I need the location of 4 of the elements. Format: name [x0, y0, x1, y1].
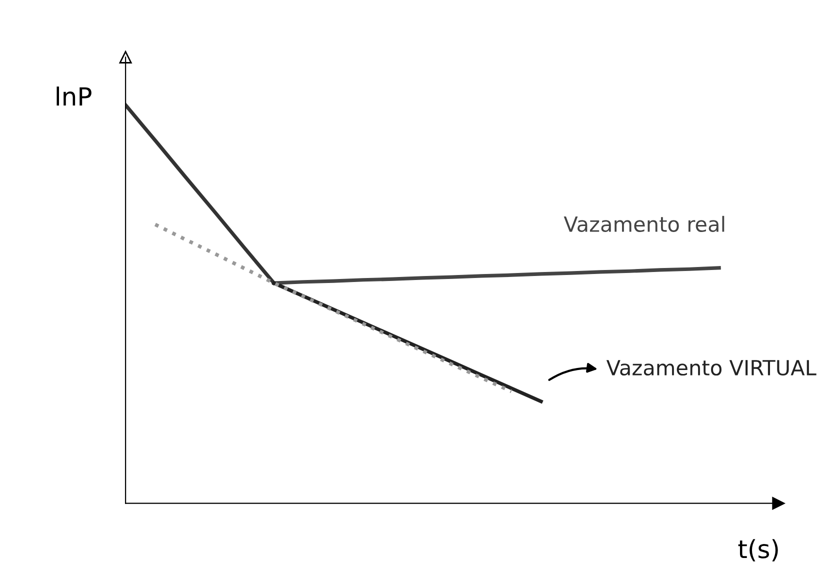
y-axis-title: lnP — [56, 86, 92, 106]
series-label: Vazamento real — [564, 216, 724, 232]
x-axis-title: t(s) — [738, 539, 778, 562]
text: Vazamento VIRTUAL — [606, 360, 816, 376]
